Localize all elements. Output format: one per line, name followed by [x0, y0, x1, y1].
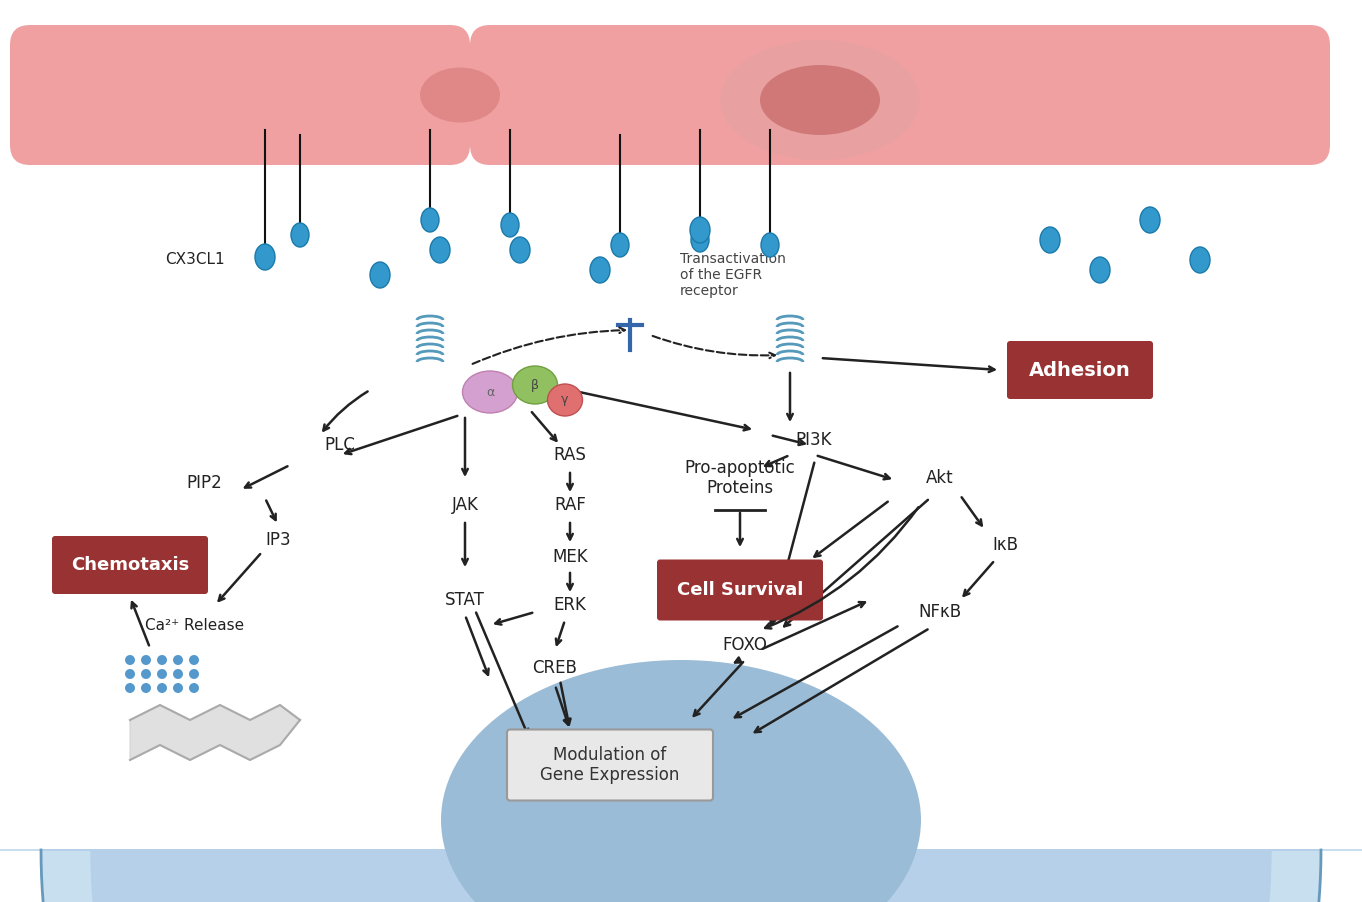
Text: Chemotaxis: Chemotaxis [71, 556, 189, 574]
Ellipse shape [441, 660, 921, 902]
Circle shape [125, 669, 135, 679]
Ellipse shape [761, 233, 779, 257]
Ellipse shape [1190, 247, 1209, 273]
Ellipse shape [509, 237, 530, 263]
Text: PIP2: PIP2 [187, 474, 222, 492]
Ellipse shape [255, 244, 275, 270]
Ellipse shape [1090, 257, 1110, 283]
Polygon shape [129, 705, 300, 760]
Text: β: β [531, 379, 539, 391]
Ellipse shape [421, 208, 439, 232]
Text: γ: γ [561, 393, 569, 407]
Text: IκB: IκB [992, 536, 1017, 554]
Ellipse shape [548, 384, 583, 416]
Circle shape [142, 683, 151, 693]
Ellipse shape [1140, 207, 1160, 233]
Text: Adhesion: Adhesion [1030, 361, 1130, 380]
Ellipse shape [291, 223, 309, 247]
Circle shape [173, 655, 183, 665]
Circle shape [157, 683, 168, 693]
Text: STAT: STAT [445, 591, 485, 609]
Ellipse shape [760, 65, 880, 135]
Text: MEK: MEK [552, 548, 588, 566]
Ellipse shape [370, 262, 390, 288]
Text: Akt: Akt [926, 469, 953, 487]
Text: RAF: RAF [554, 496, 586, 514]
Circle shape [189, 655, 199, 665]
Ellipse shape [419, 68, 500, 123]
FancyBboxPatch shape [470, 25, 1331, 165]
Circle shape [125, 683, 135, 693]
Circle shape [142, 669, 151, 679]
Text: RAS: RAS [553, 446, 587, 464]
FancyBboxPatch shape [10, 25, 470, 165]
Text: FOXO: FOXO [723, 636, 767, 654]
Ellipse shape [1041, 227, 1060, 253]
FancyBboxPatch shape [656, 559, 823, 621]
Text: IP3: IP3 [266, 531, 291, 549]
Circle shape [189, 683, 199, 693]
Circle shape [157, 669, 168, 679]
Circle shape [189, 669, 199, 679]
Circle shape [125, 655, 135, 665]
Text: α: α [486, 385, 494, 399]
Ellipse shape [691, 217, 710, 243]
Ellipse shape [501, 213, 519, 237]
Text: Pro-apoptotic
Proteins: Pro-apoptotic Proteins [685, 458, 795, 497]
Text: Cell Survival: Cell Survival [677, 581, 804, 599]
FancyBboxPatch shape [507, 730, 712, 800]
Text: JAK: JAK [452, 496, 478, 514]
Ellipse shape [590, 257, 610, 283]
Circle shape [157, 655, 168, 665]
Circle shape [173, 669, 183, 679]
Ellipse shape [512, 366, 557, 404]
Circle shape [142, 655, 151, 665]
FancyBboxPatch shape [52, 536, 208, 594]
Text: CX3CL1: CX3CL1 [165, 253, 225, 268]
Text: NFκB: NFκB [918, 603, 962, 621]
Ellipse shape [720, 40, 919, 160]
Circle shape [173, 683, 183, 693]
Text: Modulation of
Gene Expression: Modulation of Gene Expression [541, 746, 680, 785]
Text: CREB: CREB [533, 659, 577, 677]
Text: PLC: PLC [324, 436, 355, 454]
Text: ERK: ERK [553, 596, 587, 614]
Polygon shape [41, 850, 1321, 902]
FancyBboxPatch shape [1007, 341, 1154, 399]
Text: Ca²⁺ Release: Ca²⁺ Release [146, 618, 245, 632]
Ellipse shape [463, 371, 518, 413]
Text: PI3K: PI3K [795, 431, 831, 449]
Ellipse shape [612, 233, 629, 257]
Ellipse shape [691, 228, 710, 252]
Polygon shape [0, 850, 1362, 902]
Text: Transactivation
of the EGFR
receptor: Transactivation of the EGFR receptor [680, 252, 786, 299]
Ellipse shape [430, 237, 449, 263]
